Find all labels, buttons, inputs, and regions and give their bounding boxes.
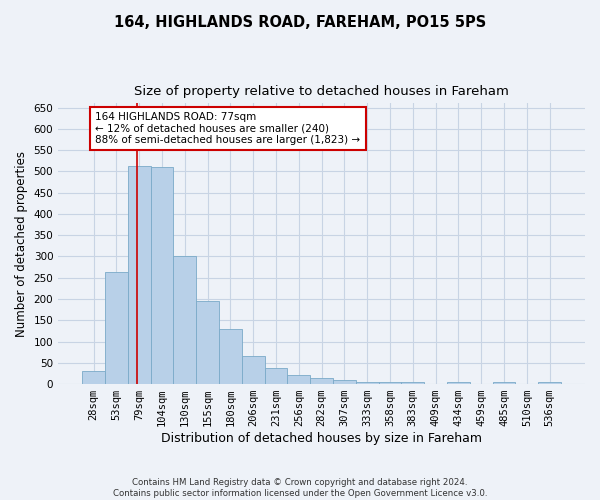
Bar [196, 300, 219, 384]
Text: 164, HIGHLANDS ROAD, FAREHAM, PO15 5PS: 164, HIGHLANDS ROAD, FAREHAM, PO15 5PS [114, 15, 486, 30]
Bar [219, 329, 242, 384]
Title: Size of property relative to detached houses in Fareham: Size of property relative to detached ho… [134, 85, 509, 98]
Bar [538, 382, 561, 384]
Bar [379, 382, 401, 384]
Bar [493, 382, 515, 384]
Bar [128, 166, 151, 384]
Bar [333, 380, 356, 384]
Text: Contains HM Land Registry data © Crown copyright and database right 2024.
Contai: Contains HM Land Registry data © Crown c… [113, 478, 487, 498]
Bar [242, 356, 265, 384]
Bar [82, 371, 105, 384]
Bar [287, 374, 310, 384]
Bar [356, 382, 379, 384]
Bar [105, 272, 128, 384]
X-axis label: Distribution of detached houses by size in Fareham: Distribution of detached houses by size … [161, 432, 482, 445]
Bar [401, 382, 424, 384]
Bar [173, 256, 196, 384]
Y-axis label: Number of detached properties: Number of detached properties [15, 150, 28, 336]
Bar [310, 378, 333, 384]
Bar [447, 382, 470, 384]
Bar [151, 167, 173, 384]
Text: 164 HIGHLANDS ROAD: 77sqm
← 12% of detached houses are smaller (240)
88% of semi: 164 HIGHLANDS ROAD: 77sqm ← 12% of detac… [95, 112, 361, 145]
Bar [265, 368, 287, 384]
